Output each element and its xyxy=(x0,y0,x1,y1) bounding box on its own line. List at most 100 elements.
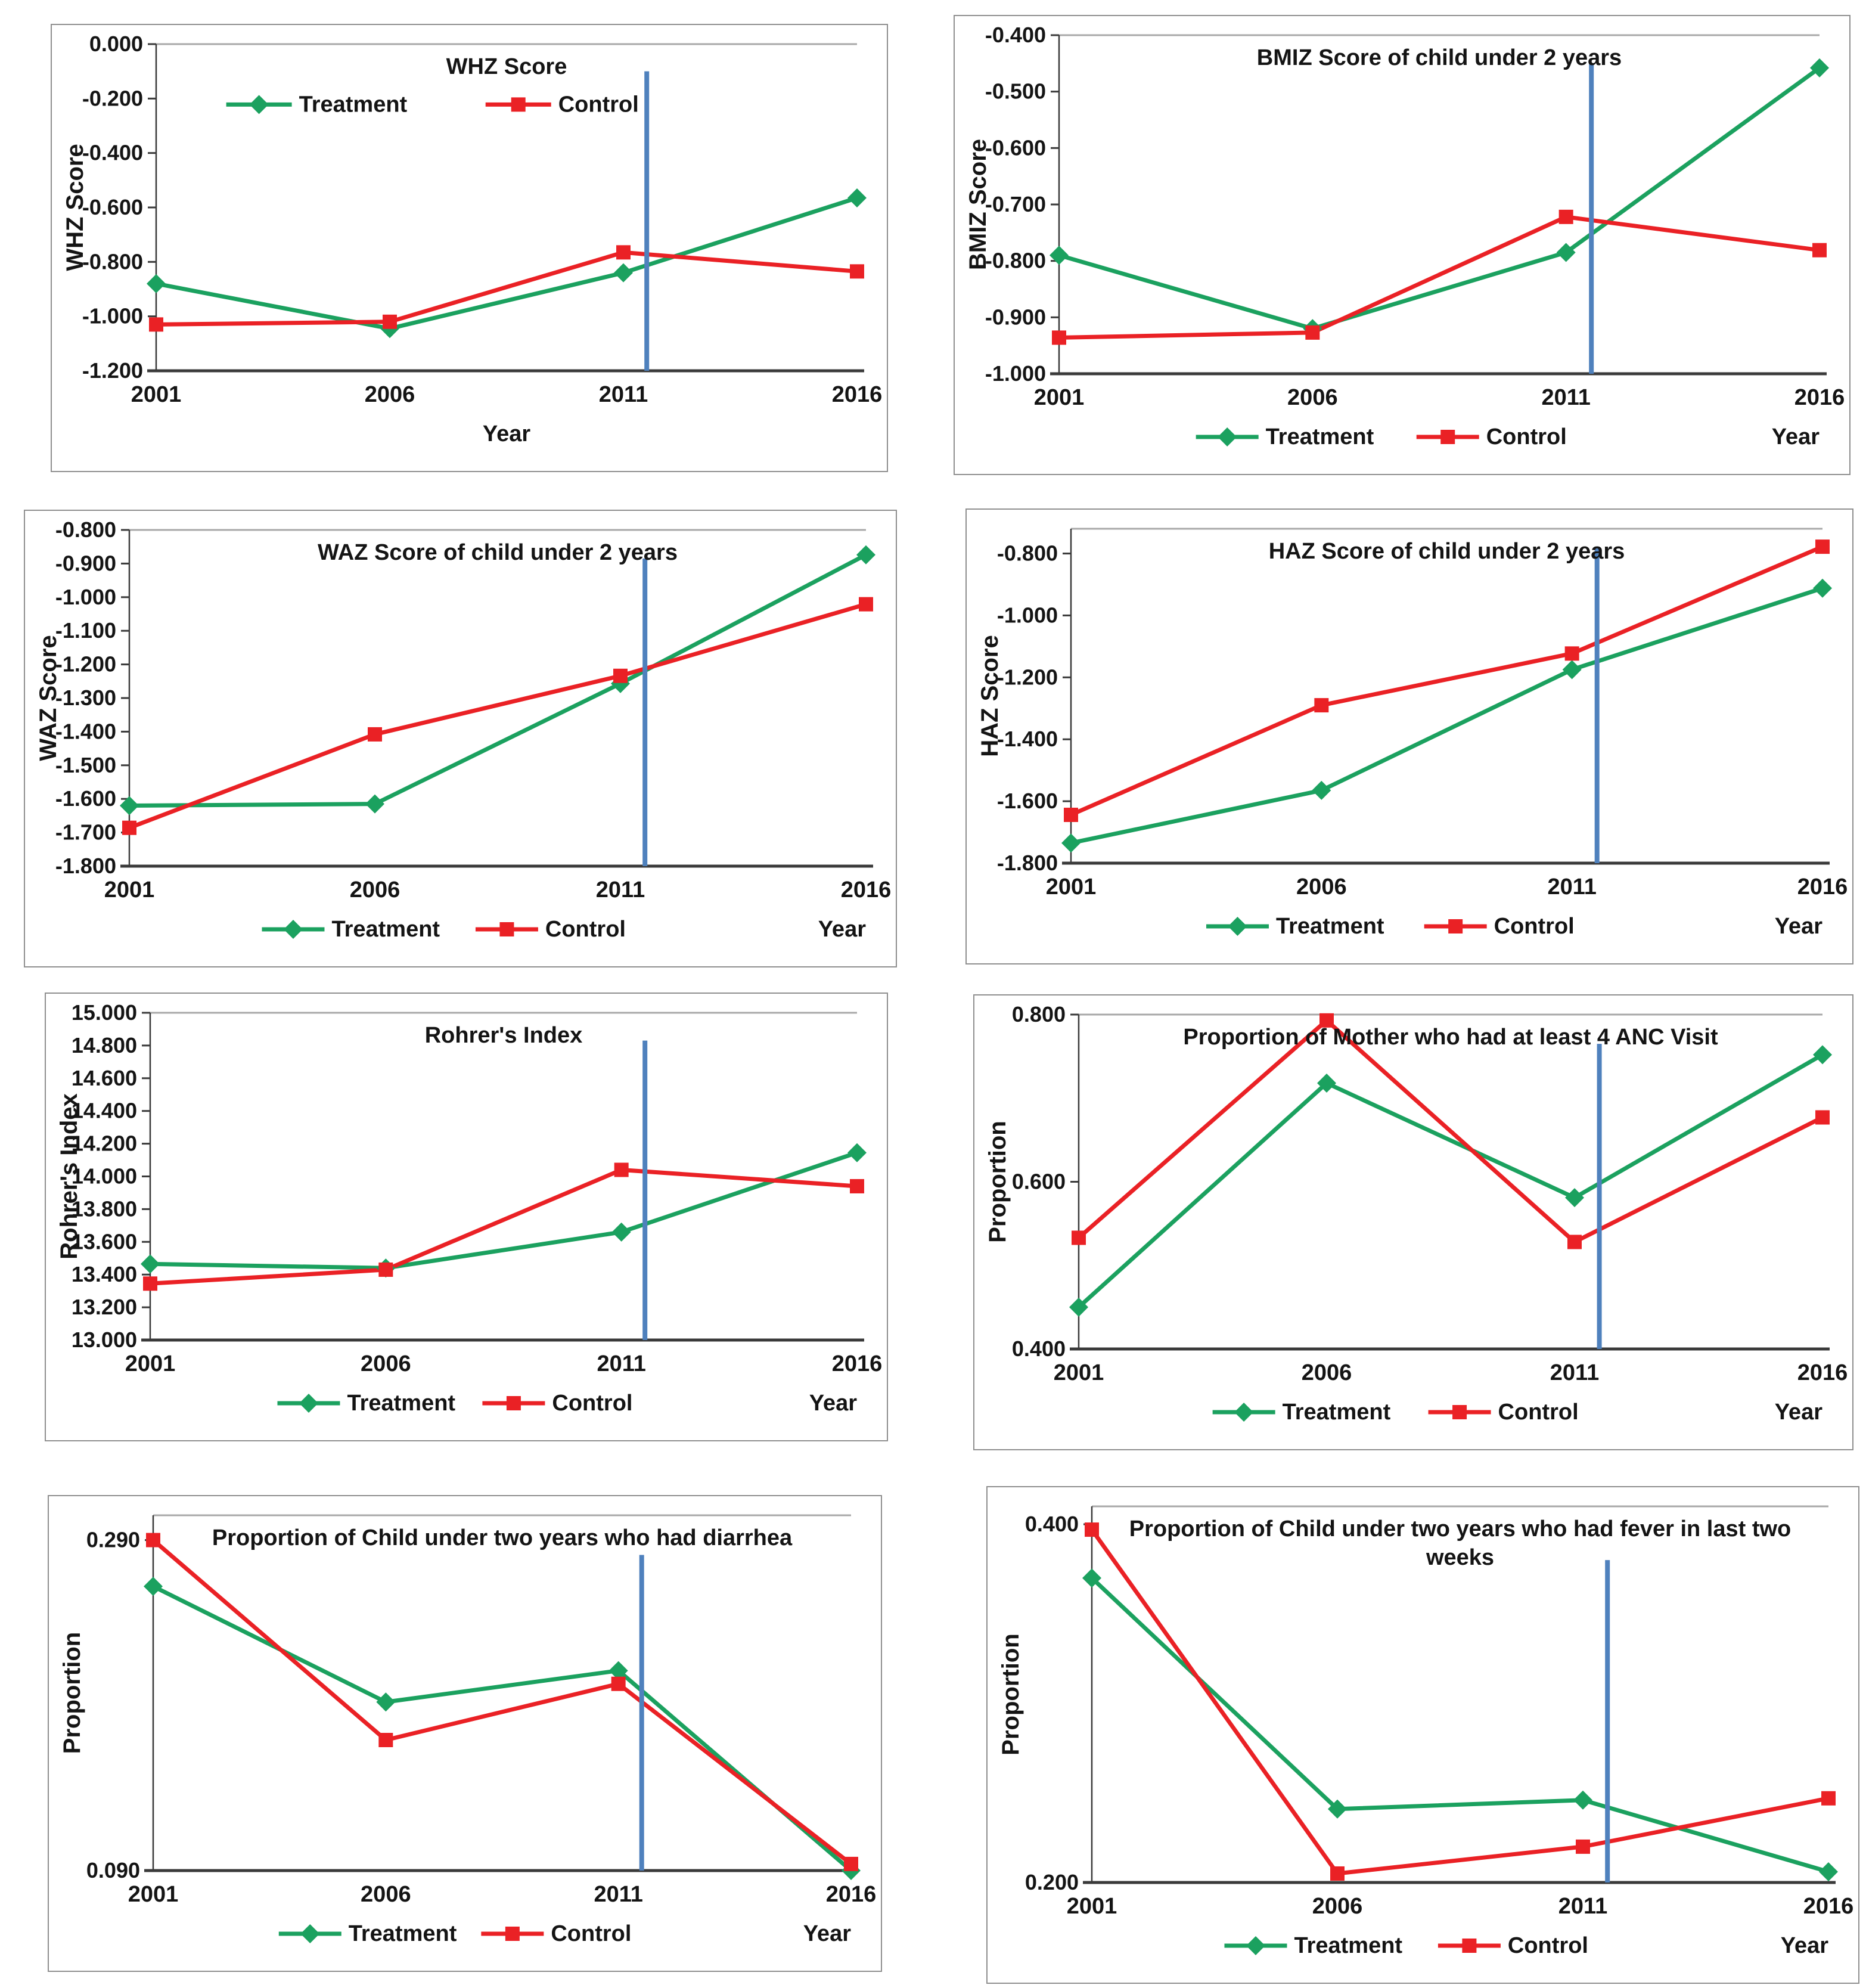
treatment-marker xyxy=(1312,780,1331,800)
treatment-line xyxy=(127,553,868,808)
legend-control-marker xyxy=(505,1927,520,1941)
treatment-marker xyxy=(141,1254,160,1274)
y-tick-label: -0.500 xyxy=(985,79,1046,104)
chart-svg-whz: 0.000 -0.200 -0.400 -0.600 -0.800 -1.000 -1.20… xyxy=(62,32,882,446)
y-axis-label: Proportion xyxy=(985,1121,1011,1242)
treatment-line xyxy=(151,1584,853,1873)
y-axis-label: HAZ Score xyxy=(977,635,1003,757)
x-axis-label: Year xyxy=(809,1391,858,1416)
chart-title: WAZ Score of child under 2 years xyxy=(318,540,678,565)
control-marker xyxy=(614,1162,629,1177)
control-marker xyxy=(1815,539,1830,554)
chart-panel-fever: 0.400 0.200 2001 2006 2011 2016 Proportion of … xyxy=(986,1486,1859,1984)
control-line xyxy=(154,250,859,327)
legend-control-marker xyxy=(1462,1939,1477,1953)
x-tick-label: 2016 xyxy=(832,1351,883,1376)
control-line xyxy=(1076,1018,1825,1244)
legend-treatment-marker xyxy=(1246,1936,1265,1955)
control-line xyxy=(1057,215,1822,340)
y-tick-label: -1.000 xyxy=(55,585,116,609)
legend-treatment-label: Treatment xyxy=(347,1391,455,1416)
legend-control-label: Control xyxy=(1498,1400,1579,1425)
y-tick-label: 13.200 xyxy=(72,1295,137,1319)
treatment-marker xyxy=(376,1692,396,1712)
x-tick-label: 2006 xyxy=(1312,1894,1363,1919)
x-axis-label: Year xyxy=(803,1921,852,1946)
treatment-line xyxy=(1076,1052,1825,1310)
y-axis-label: WAZ Score xyxy=(35,635,61,761)
y-tick-label: 14.400 xyxy=(72,1099,137,1123)
y-tick-label: -1.700 xyxy=(55,820,116,845)
y-tick-label: 15.000 xyxy=(72,1000,137,1025)
legend-control-label: Control xyxy=(1508,1933,1588,1958)
control-marker xyxy=(1821,1791,1836,1806)
x-tick-label: 2006 xyxy=(361,1882,411,1907)
y-tick-label: 0.400 xyxy=(1012,1336,1066,1361)
x-axis-label: Year xyxy=(1772,424,1820,449)
legend-control-label: Control xyxy=(545,917,626,942)
x-tick-label: 2011 xyxy=(597,1351,645,1376)
x-tick-label: 2016 xyxy=(1803,1894,1854,1919)
x-tick-label: 2001 xyxy=(1054,1360,1104,1385)
x-axis-label: Year xyxy=(483,421,531,446)
y-tick-label: -1.600 xyxy=(997,789,1058,813)
legend-treatment-marker xyxy=(1234,1403,1254,1422)
treatment-marker xyxy=(1813,578,1832,598)
y-tick-label: 0.400 xyxy=(1025,1512,1079,1536)
x-tick-label: 2011 xyxy=(594,1882,642,1907)
y-tick-label: -0.800 xyxy=(82,249,143,274)
chart-panel-whz-score: 0.000 -0.200 -0.400 -0.600 -0.800 -1.000 -1.20… xyxy=(51,24,888,472)
y-tick-label: 13.000 xyxy=(72,1328,137,1352)
treatment-marker xyxy=(1565,1188,1584,1208)
treatment-marker xyxy=(608,1661,628,1680)
control-marker xyxy=(1815,1110,1830,1125)
legend-treatment-label: Treatment xyxy=(349,1921,457,1946)
y-tick-label: -0.700 xyxy=(985,192,1046,216)
y-tick-label: -1.800 xyxy=(997,851,1058,875)
control-marker xyxy=(368,727,382,742)
treatment-marker xyxy=(1317,1074,1336,1093)
treatment-marker xyxy=(856,545,875,565)
control-line xyxy=(1069,544,1825,817)
treatment-line xyxy=(148,1150,859,1270)
chart-svg-waz: -0.800 -0.900 -1.000 -1.100 -1.200 -1.300 -1.4… xyxy=(35,517,892,942)
y-tick-label: -1.200 xyxy=(82,358,143,383)
x-tick-label: 2006 xyxy=(365,382,415,407)
y-tick-label: -1.800 xyxy=(55,854,116,878)
treatment-line xyxy=(1069,586,1825,845)
y-tick-label: -0.600 xyxy=(82,195,143,219)
control-marker xyxy=(1558,209,1573,224)
legend-treatment-marker xyxy=(300,1924,320,1943)
control-line xyxy=(148,1168,859,1286)
control-line xyxy=(151,1538,853,1866)
legend-treatment-label: Treatment xyxy=(331,917,440,942)
chart-panel-anc-visit: 0.800 0.600 0.400 2001 2006 2011 2016 Proportio… xyxy=(973,994,1853,1450)
treatment-marker xyxy=(144,1577,163,1596)
chart-title: BMIZ Score of child under 2 years xyxy=(1257,45,1622,70)
legend-treatment-label: Treatment xyxy=(1283,1400,1391,1425)
treatment-line xyxy=(1089,1575,1831,1874)
chart-title: Proportion of Child under two years who … xyxy=(1129,1516,1792,1542)
x-tick-label: 2011 xyxy=(1550,1360,1599,1385)
legend-treatment-label: Treatment xyxy=(1294,1933,1402,1958)
y-tick-label: 0.090 xyxy=(86,1858,140,1882)
control-marker xyxy=(1812,243,1827,258)
control-marker xyxy=(616,245,631,260)
control-marker xyxy=(1064,807,1078,822)
x-tick-label: 2001 xyxy=(1034,385,1085,410)
treatment-marker xyxy=(120,796,139,815)
treatment-marker xyxy=(1819,1862,1838,1881)
y-tick-label: -1.000 xyxy=(985,361,1046,386)
x-tick-label: 2001 xyxy=(125,1351,176,1376)
y-tick-label: 14.800 xyxy=(72,1033,137,1057)
y-tick-label: -0.800 xyxy=(55,517,116,542)
x-tick-label: 2001 xyxy=(1067,1894,1117,1919)
legend-control-marker xyxy=(506,1396,521,1410)
legend-treatment-marker xyxy=(249,95,269,114)
x-tick-label: 2016 xyxy=(841,877,892,902)
y-tick-label: -0.600 xyxy=(985,135,1046,160)
control-marker xyxy=(149,317,163,332)
legend-control-label: Control xyxy=(551,1921,631,1946)
